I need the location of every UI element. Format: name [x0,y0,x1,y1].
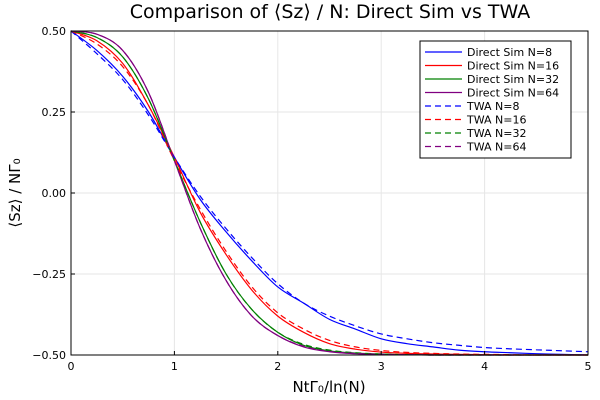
y-tick-label: 0.25 [42,106,67,119]
x-axis-title: NtΓ₀/ln(N) [292,378,365,396]
ticks: 0 1 2 3 4 5 0.50 0.25 0.00 −0.25 −0.50 [32,25,591,373]
y-tick-label: −0.50 [32,349,66,362]
x-tick-label: 5 [585,360,592,373]
series-line-twa-n-32 [70,30,588,356]
x-tick-label: 1 [171,360,178,373]
chart-title: Comparison of ⟨Sz⟩ / N: Direct Sim vs TW… [130,1,531,23]
legend-entry-label: TWA N=32 [466,127,526,140]
y-tick-label: 0.50 [42,25,67,38]
series-line-direct-sim-n-8 [70,30,589,356]
legend-entry-label: Direct Sim N=16 [467,60,559,73]
x-tick-label: 4 [481,360,488,373]
legend-entry-label: TWA N=8 [466,100,519,113]
x-tick-label: 3 [378,360,385,373]
legend-entry-label: Direct Sim N=64 [467,87,559,100]
x-tick-label: 0 [68,360,75,373]
y-axis-title: ⟨Sz⟩ / NΓ₀ [6,158,24,227]
legend-entry-label: TWA N=16 [466,114,526,127]
y-tick-label: 0.00 [42,187,67,200]
legend-entry-label: Direct Sim N=8 [467,46,552,59]
legend-entry-label: Direct Sim N=32 [467,73,559,86]
legend-entry-label: TWA N=64 [466,141,526,154]
x-tick-label: 2 [274,360,281,373]
legend-box [419,40,572,159]
series-line-twa-n-16 [70,30,588,356]
y-tick-label: −0.25 [32,268,66,281]
